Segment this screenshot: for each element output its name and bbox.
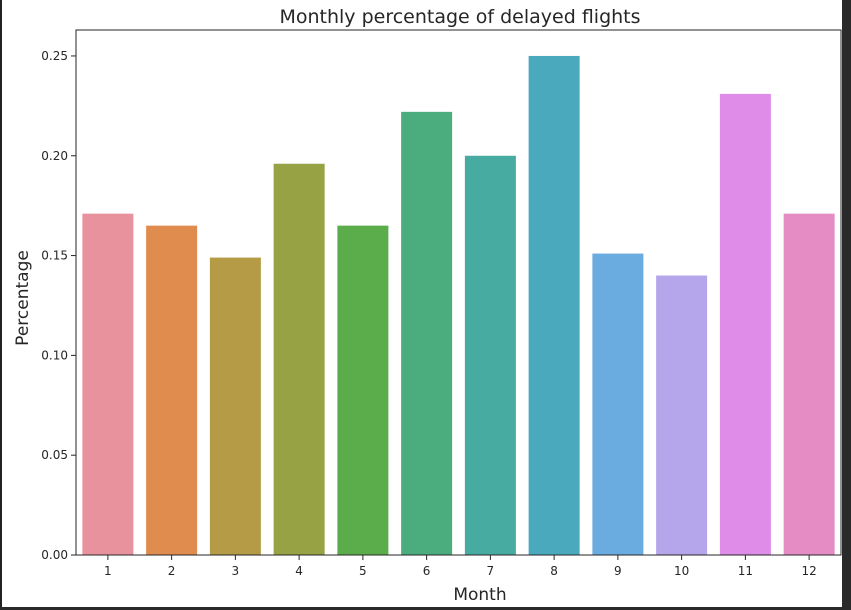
y-axis-label: Percentage — [13, 250, 33, 346]
x-tick-label: 4 — [295, 564, 303, 578]
chart-title: Monthly percentage of delayed flights — [279, 6, 640, 28]
x-tick-label: 5 — [359, 564, 367, 578]
plot-frame — [75, 29, 842, 556]
bar-month-8 — [528, 55, 580, 555]
bar-month-5 — [337, 225, 389, 555]
y-ticks-group: 0.00 0.05 0.10 0.15 0.20 0.25 — [41, 49, 76, 562]
x-tick-label: 7 — [487, 564, 495, 578]
y-tick-label: 0.00 — [41, 548, 68, 562]
x-tick-label: 8 — [550, 564, 558, 578]
x-tick-label: 3 — [232, 564, 240, 578]
bar-month-2 — [146, 225, 198, 555]
bars-group — [82, 55, 835, 555]
bar-month-6 — [401, 111, 453, 555]
x-tick-label: 2 — [168, 564, 176, 578]
bar-month-4 — [273, 163, 325, 555]
x-axis-label: Month — [453, 585, 506, 605]
bar-month-7 — [464, 155, 516, 555]
bottom-border — [0, 607, 851, 610]
bar-month-3 — [209, 257, 261, 555]
y-tick-label: 0.20 — [41, 149, 68, 163]
bar-month-10 — [656, 275, 708, 555]
x-ticks-group: 1 2 3 4 5 6 7 8 9 10 11 12 — [104, 555, 817, 578]
bar-month-9 — [592, 253, 644, 555]
x-tick-label: 6 — [423, 564, 431, 578]
right-border — [842, 0, 851, 610]
x-tick-label: 12 — [801, 564, 816, 578]
bar-month-1 — [82, 213, 134, 555]
x-tick-label: 9 — [614, 564, 622, 578]
y-tick-label: 0.10 — [41, 348, 68, 362]
y-tick-label: 0.25 — [41, 49, 68, 63]
bar-month-12 — [783, 213, 835, 555]
x-tick-label: 11 — [738, 564, 753, 578]
y-tick-label: 0.05 — [41, 448, 68, 462]
x-tick-label: 10 — [674, 564, 689, 578]
bar-month-11 — [719, 93, 771, 555]
y-tick-label: 0.15 — [41, 249, 68, 263]
left-border — [0, 0, 2, 610]
x-tick-label: 1 — [104, 564, 112, 578]
